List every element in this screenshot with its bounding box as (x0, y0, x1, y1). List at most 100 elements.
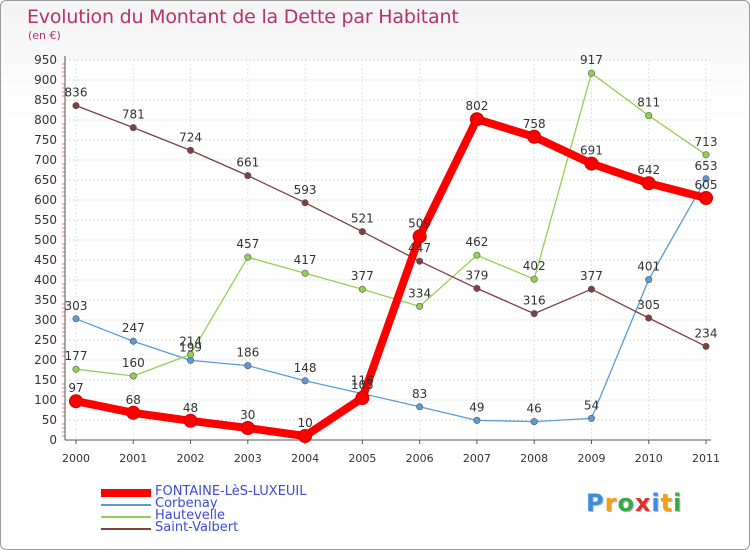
data-label: 642 (637, 163, 660, 177)
y-tick-label: 400 (34, 273, 57, 287)
y-tick-label: 900 (34, 73, 57, 87)
data-label: 83 (412, 387, 427, 401)
data-point (702, 175, 710, 183)
data-label: 148 (294, 361, 317, 375)
data-label: 457 (236, 237, 259, 251)
data-point (469, 112, 484, 127)
data-label: 46 (527, 402, 542, 416)
legend-label: Corbenay (155, 496, 218, 511)
y-tick-label: 350 (34, 293, 57, 307)
y-tick-label: 150 (34, 373, 57, 387)
x-tick-label: 2007 (463, 452, 491, 465)
x-tick-label: 2002 (177, 452, 205, 465)
data-label: 10 (297, 416, 312, 430)
data-point (702, 151, 710, 159)
x-tick-label: 2000 (62, 452, 90, 465)
logo-letter: o (617, 489, 635, 517)
data-point (473, 416, 481, 424)
data-point (129, 337, 137, 345)
data-label: 417 (294, 253, 317, 267)
data-label: 334 (408, 286, 431, 300)
data-label: 781 (122, 108, 145, 122)
y-tick-label: 300 (34, 313, 57, 327)
y-tick-label: 0 (49, 433, 57, 447)
data-point (126, 405, 141, 420)
data-point (645, 276, 653, 284)
proxiti-logo: Proxiti (586, 489, 682, 517)
data-point (183, 413, 198, 428)
legend-label: Hautevelle (155, 508, 225, 523)
data-point (187, 146, 195, 154)
data-point (641, 176, 656, 191)
data-label: 199 (179, 340, 202, 354)
data-label: 605 (695, 178, 718, 192)
data-label: 316 (523, 294, 546, 308)
data-point (301, 269, 309, 277)
data-point (645, 314, 653, 322)
legend-label: FONTAINE-LèS-LUXEUIL (155, 484, 307, 499)
data-label: 377 (580, 269, 603, 283)
x-tick-label: 2010 (635, 452, 663, 465)
logo-letter: t (660, 489, 674, 517)
chart-subtitle: (en €) (28, 29, 61, 42)
data-label: 305 (637, 298, 660, 312)
data-point (416, 257, 424, 265)
logo-letter: x (634, 489, 652, 517)
data-label: 54 (584, 398, 599, 412)
data-label: 462 (465, 235, 488, 249)
x-tick-label: 2004 (291, 452, 319, 465)
data-point (699, 191, 713, 205)
y-tick-label: 750 (34, 133, 57, 147)
data-point (129, 372, 137, 380)
data-point (187, 350, 195, 358)
data-point (530, 310, 538, 318)
data-point (473, 284, 481, 292)
x-tick-label: 2003 (234, 452, 262, 465)
data-point (530, 275, 538, 283)
series-line-saint-valbert (75, 104, 707, 348)
data-label: 802 (465, 99, 488, 113)
y-tick-label: 50 (42, 413, 57, 427)
data-label: 691 (580, 144, 603, 158)
data-point (69, 394, 83, 409)
series-line-corbenay (75, 178, 707, 423)
data-point (240, 421, 255, 435)
data-point (358, 228, 366, 236)
plot-area (65, 60, 711, 440)
data-point (527, 129, 542, 144)
data-point (645, 112, 653, 120)
data-label: 68 (126, 393, 141, 407)
data-label: 724 (179, 130, 202, 144)
y-tick-label: 550 (34, 213, 57, 227)
data-label: 758 (523, 117, 546, 131)
y-tick-label: 600 (34, 193, 57, 207)
x-tick-label: 2011 (692, 452, 720, 465)
legend-swatch (101, 528, 151, 530)
logo-letter: i (651, 489, 661, 517)
data-label: 379 (465, 268, 488, 282)
data-label: 509 (408, 216, 431, 230)
data-label: 401 (637, 260, 660, 274)
data-point (72, 102, 80, 110)
data-point (298, 429, 313, 443)
data-point (473, 251, 481, 259)
data-point (72, 315, 80, 323)
data-point (301, 199, 309, 207)
x-tick-label: 2008 (520, 452, 548, 465)
logo-letter: i (673, 489, 683, 517)
data-point (584, 156, 599, 171)
y-tick-label: 950 (34, 53, 57, 67)
x-tick-label: 2001 (119, 452, 147, 465)
data-point (244, 253, 252, 261)
data-label: 836 (65, 86, 88, 100)
chart-title: Evolution du Montant de la Dette par Hab… (27, 6, 459, 28)
data-label: 30 (240, 408, 255, 422)
data-point (301, 377, 309, 385)
data-point (412, 229, 427, 244)
data-point (416, 403, 424, 411)
data-point (530, 418, 538, 426)
legend-swatch (101, 489, 151, 497)
data-point (587, 414, 595, 422)
logo-letter: r (604, 489, 618, 517)
